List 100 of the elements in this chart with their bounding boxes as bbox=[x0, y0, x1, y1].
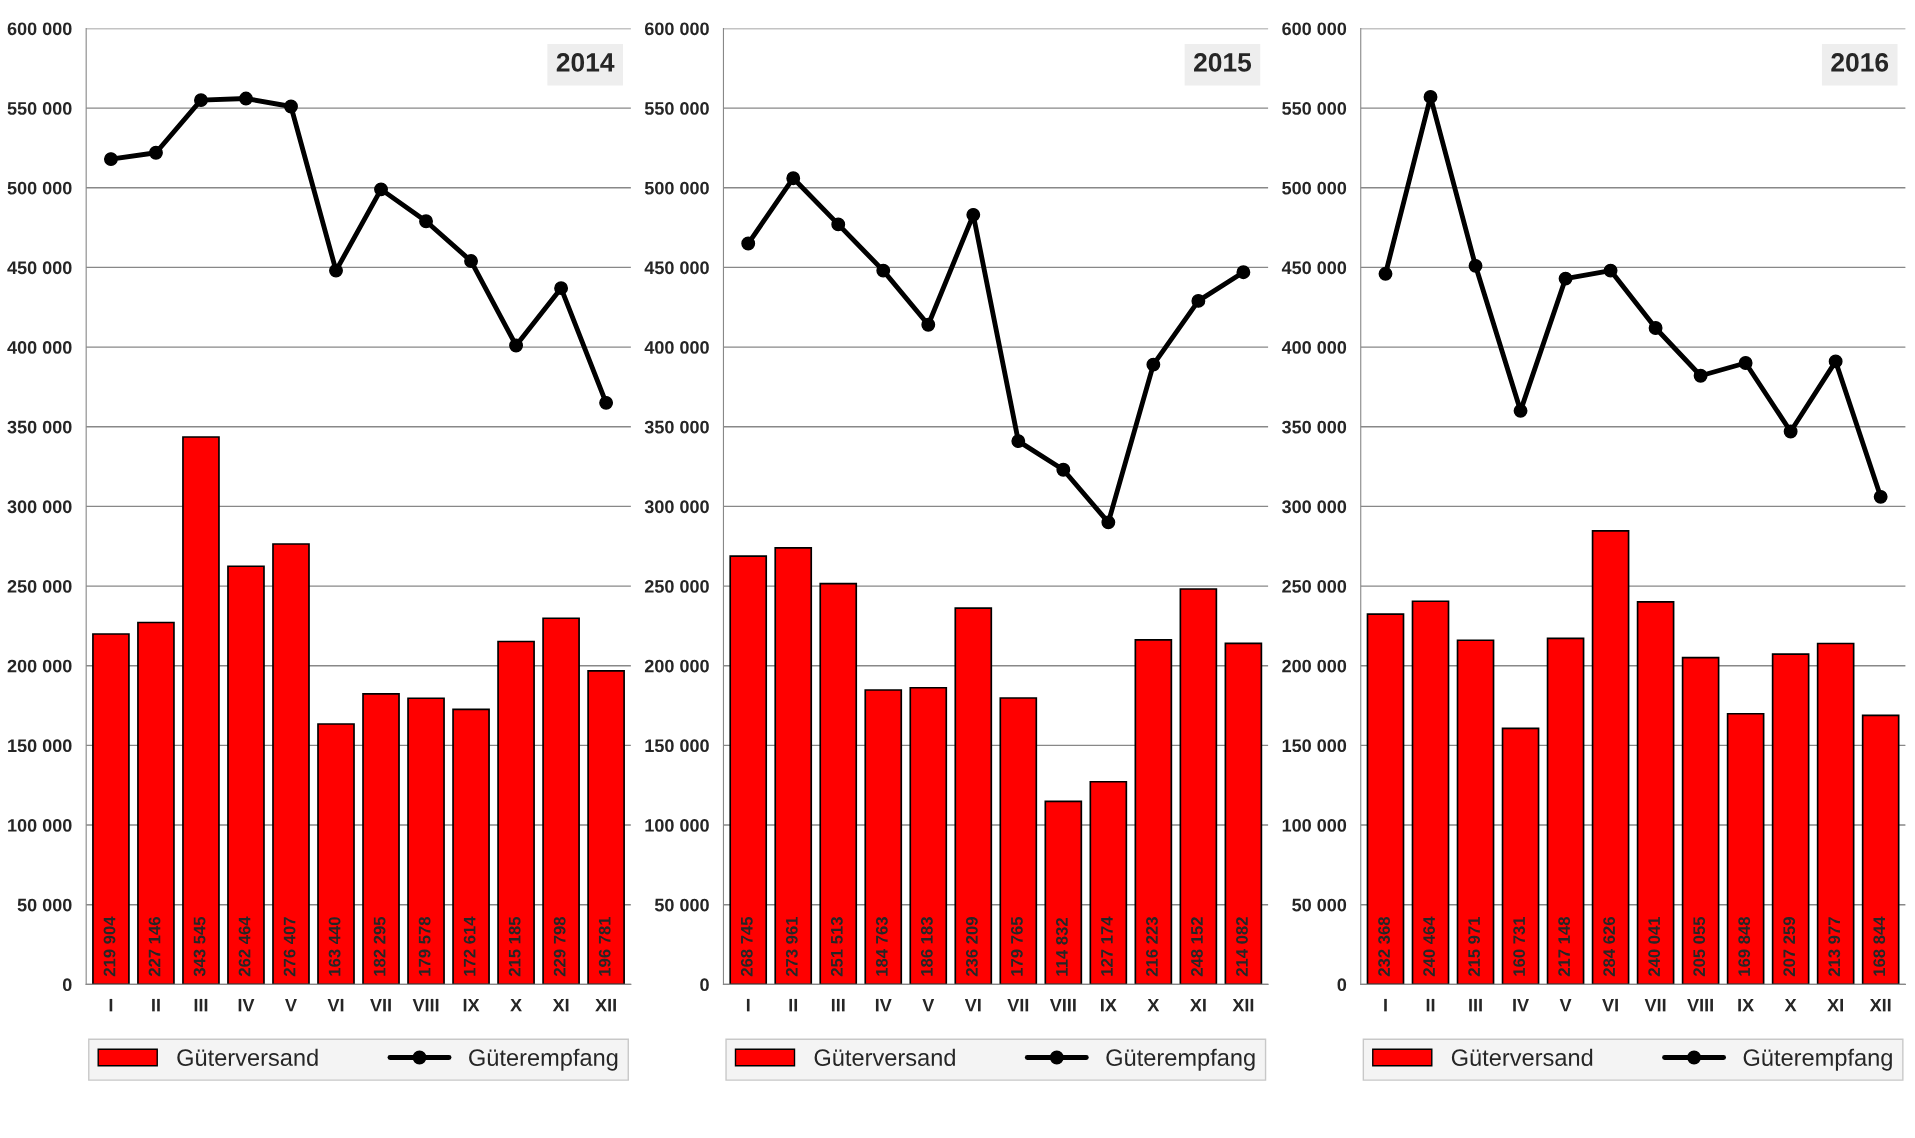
x-tick-label: VI bbox=[1602, 998, 1618, 1012]
y-tick-label: 350 000 bbox=[644, 420, 709, 434]
point bbox=[149, 145, 163, 160]
x-tick-label: IX bbox=[1101, 998, 1117, 1012]
x-tick-label: XI bbox=[1190, 998, 1206, 1012]
x-tick-label: XII bbox=[1869, 998, 1891, 1012]
bar bbox=[729, 555, 768, 985]
point bbox=[1423, 90, 1438, 104]
y-tick-label: 450 000 bbox=[1281, 261, 1347, 275]
point bbox=[1558, 271, 1573, 286]
data-label: 179 578 bbox=[418, 916, 431, 976]
x-tick-label: VI bbox=[327, 998, 344, 1012]
data-label: 184 763 bbox=[875, 917, 888, 976]
x-tick-label: IV bbox=[875, 998, 892, 1012]
point bbox=[1468, 258, 1483, 273]
data-label: 273 961 bbox=[785, 916, 798, 977]
x-tick-label: VII bbox=[370, 998, 391, 1012]
data-label: 215 971 bbox=[1468, 916, 1480, 977]
text: 2016 bbox=[1831, 53, 1889, 72]
point bbox=[419, 214, 433, 229]
y-tick-label: 500 000 bbox=[644, 181, 709, 195]
point bbox=[921, 317, 936, 332]
y-tick-label: 250 000 bbox=[7, 580, 72, 593]
y-tick-label: 400 000 bbox=[1281, 341, 1347, 354]
data-label: 268 745 bbox=[740, 916, 753, 977]
point bbox=[1513, 403, 1528, 418]
data-label: 179 765 bbox=[1010, 916, 1023, 976]
bar bbox=[1861, 714, 1900, 985]
x-tick-label: VII bbox=[1644, 998, 1666, 1012]
y-tick-label: 350 000 bbox=[7, 420, 72, 434]
legend-label: Güterempfang bbox=[1743, 1048, 1892, 1071]
legend-label: Güterversand bbox=[814, 1048, 955, 1066]
point bbox=[966, 207, 981, 222]
y-tick-label: 350 000 bbox=[1282, 420, 1347, 434]
y-tick-label: 400 000 bbox=[644, 341, 709, 354]
bar bbox=[1044, 800, 1083, 985]
bar bbox=[999, 697, 1038, 985]
data-label: 163 440 bbox=[328, 917, 341, 976]
point bbox=[194, 93, 208, 108]
y-tick-label: 550 000 bbox=[1282, 102, 1347, 115]
point bbox=[374, 182, 388, 197]
bar bbox=[1411, 600, 1450, 985]
point bbox=[1056, 462, 1071, 477]
point bbox=[1191, 293, 1206, 308]
data-label: 169 848 bbox=[1738, 916, 1751, 976]
data-label: 240 464 bbox=[1423, 916, 1435, 977]
x-tick-label: XII bbox=[1232, 998, 1254, 1012]
data-label: 227 146 bbox=[148, 917, 161, 977]
data-label: 207 259 bbox=[1783, 917, 1796, 977]
point bbox=[1873, 489, 1888, 504]
x-tick-label: IV bbox=[1513, 998, 1529, 1012]
x-tick-label: VIII bbox=[1049, 998, 1076, 1012]
y-tick-label: 200 000 bbox=[644, 659, 709, 673]
y-tick-label: 200 000 bbox=[7, 659, 72, 673]
bar bbox=[1134, 639, 1173, 985]
y-tick-label: 100 000 bbox=[1282, 818, 1347, 832]
point bbox=[239, 91, 253, 106]
x-tick-label: X bbox=[510, 998, 522, 1012]
bar bbox=[1501, 727, 1540, 985]
y-tick-label: 200 000 bbox=[1282, 659, 1347, 673]
bar bbox=[1771, 653, 1810, 985]
data-label: 276 407 bbox=[283, 917, 296, 977]
point bbox=[1236, 265, 1251, 280]
x-tick-label: II bbox=[789, 998, 798, 1012]
y-tick-label: 450 000 bbox=[644, 261, 709, 275]
bar bbox=[1591, 530, 1630, 985]
x-tick-label: IX bbox=[463, 998, 480, 1012]
point bbox=[599, 395, 614, 410]
bar bbox=[362, 693, 400, 985]
point bbox=[1146, 357, 1161, 372]
bar bbox=[1726, 712, 1765, 985]
x-tick-label: II bbox=[1426, 998, 1435, 1012]
x-tick-label: IX bbox=[1738, 998, 1754, 1012]
x-tick-label: VIII bbox=[1687, 998, 1713, 1012]
data-label: 127 174 bbox=[1101, 916, 1113, 976]
bar bbox=[819, 582, 858, 985]
data-label: 232 368 bbox=[1378, 916, 1390, 977]
point bbox=[831, 217, 846, 232]
y-tick-label: 450 000 bbox=[7, 261, 72, 275]
legend-label: Güterversand bbox=[1451, 1048, 1593, 1066]
y-tick-label: 300 000 bbox=[7, 500, 72, 514]
data-label: 236 209 bbox=[965, 917, 978, 977]
x-tick-label: I bbox=[1384, 998, 1387, 1012]
data-label: 114 832 bbox=[1055, 918, 1068, 976]
x-tick-label: V bbox=[285, 998, 297, 1012]
point bbox=[741, 236, 756, 251]
x-tick-label: II bbox=[152, 998, 160, 1012]
data-label: 186 183 bbox=[920, 917, 933, 976]
data-label: 182 295 bbox=[373, 916, 386, 976]
data-label: 168 844 bbox=[1873, 916, 1886, 976]
point bbox=[1738, 356, 1753, 370]
y-tick-label: 500 000 bbox=[1282, 181, 1347, 195]
point bbox=[1603, 263, 1618, 278]
bar bbox=[1816, 642, 1855, 985]
bar bbox=[1681, 656, 1720, 985]
data-label: 217 148 bbox=[1558, 916, 1571, 977]
x-tick-label: V bbox=[1559, 998, 1572, 1012]
bar bbox=[864, 689, 903, 985]
bar bbox=[452, 708, 490, 985]
x-tick-label: V bbox=[922, 998, 935, 1012]
